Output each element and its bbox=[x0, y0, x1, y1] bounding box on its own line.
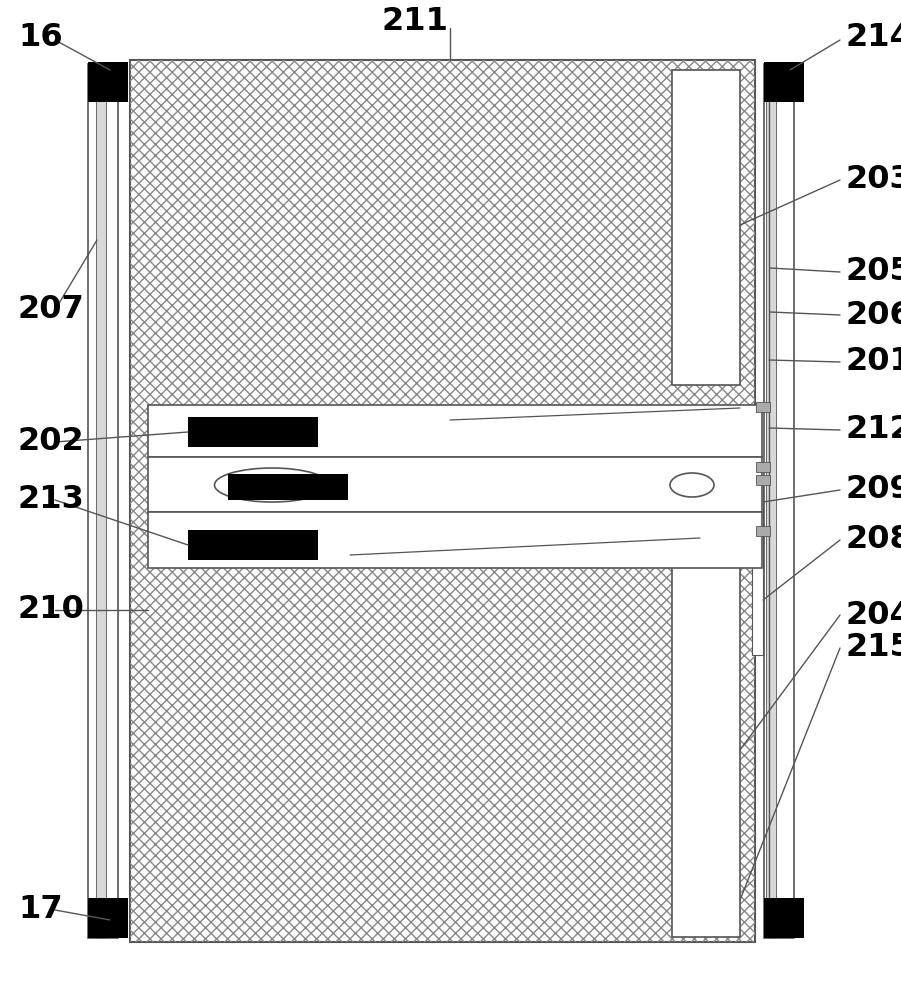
Text: 203: 203 bbox=[845, 164, 901, 196]
Bar bbox=[756, 402, 770, 412]
Text: 206: 206 bbox=[845, 300, 901, 330]
Bar bbox=[756, 526, 770, 536]
Bar bbox=[88, 898, 128, 938]
Bar bbox=[228, 474, 348, 500]
Text: 210: 210 bbox=[18, 594, 85, 626]
Bar bbox=[752, 475, 763, 655]
Bar bbox=[96, 64, 106, 938]
Text: 211: 211 bbox=[381, 6, 449, 37]
Text: 208: 208 bbox=[845, 524, 901, 556]
Bar bbox=[148, 512, 762, 568]
Bar bbox=[756, 475, 770, 485]
Bar bbox=[130, 60, 755, 942]
Bar bbox=[148, 405, 762, 457]
Bar bbox=[766, 64, 776, 938]
Text: 214: 214 bbox=[845, 22, 901, 53]
Bar bbox=[764, 62, 804, 102]
Text: 212: 212 bbox=[845, 414, 901, 446]
Text: 215: 215 bbox=[845, 633, 901, 664]
Bar bbox=[756, 462, 770, 472]
Text: 16: 16 bbox=[18, 22, 63, 53]
Text: 213: 213 bbox=[18, 485, 85, 516]
Bar bbox=[148, 457, 762, 512]
Bar bbox=[672, 407, 740, 937]
Text: 205: 205 bbox=[845, 256, 901, 288]
Bar bbox=[764, 64, 794, 938]
Bar bbox=[764, 898, 804, 938]
Ellipse shape bbox=[670, 473, 714, 497]
Text: 207: 207 bbox=[18, 294, 85, 326]
Bar bbox=[130, 60, 755, 942]
Bar bbox=[672, 70, 740, 385]
Bar bbox=[188, 417, 318, 447]
Text: 201: 201 bbox=[845, 347, 901, 377]
Bar bbox=[188, 530, 318, 560]
Bar bbox=[88, 64, 118, 938]
Text: 202: 202 bbox=[18, 426, 85, 458]
Text: 204: 204 bbox=[845, 599, 901, 631]
Ellipse shape bbox=[214, 468, 330, 502]
Text: 209: 209 bbox=[845, 475, 901, 506]
Bar bbox=[88, 62, 128, 102]
Text: 17: 17 bbox=[18, 894, 63, 926]
